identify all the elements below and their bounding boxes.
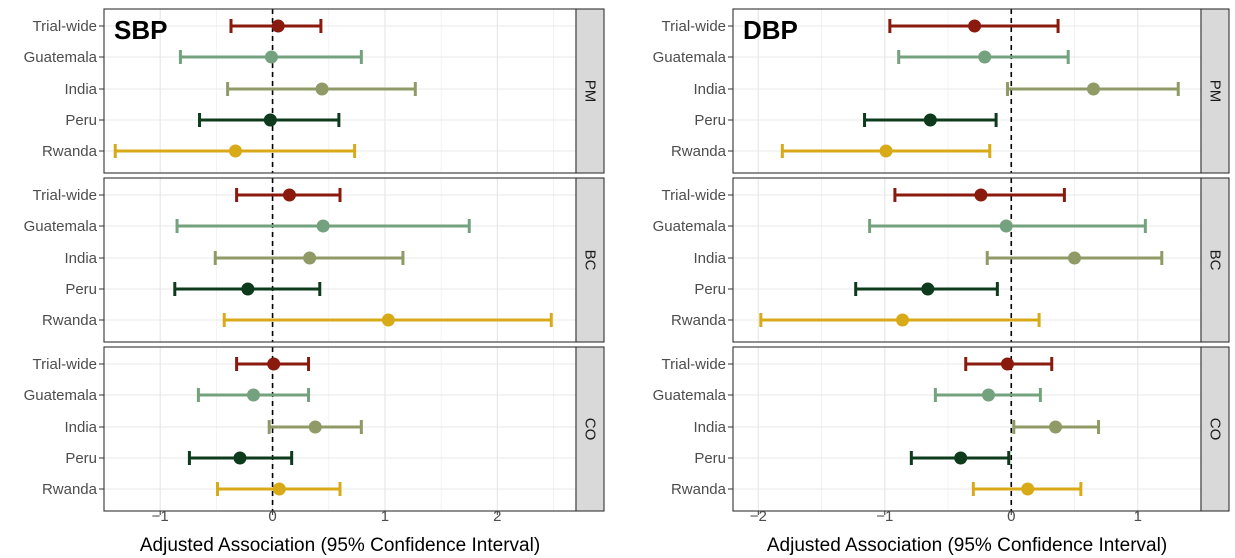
estimate-point [1068,251,1082,265]
estimate-point [974,188,988,202]
facet-strip [1200,346,1230,512]
category-label: India [64,81,97,98]
category-label: Rwanda [42,143,98,160]
facet-panel-bc: Trial-wide Guatemala India Peru Rwanda BC [653,177,1230,343]
category-label: India [693,250,726,267]
category-label: Trial-wide [662,356,726,373]
category-label: India [693,419,726,436]
estimate-point [921,282,935,296]
category-label: Trial-wide [33,18,97,35]
estimate-point [264,50,278,64]
facet-strip [575,177,605,343]
x-tick-label: 0 [268,508,276,525]
category-label: Guatemala [653,218,727,235]
estimate-point [241,282,255,296]
category-label: Rwanda [671,312,727,329]
x-axis-title: Adjusted Association (95% Confidence Int… [767,535,1167,556]
facet-panel-pm: Trial-wide Guatemala India Peru Rwanda PM [24,8,605,174]
category-label: Peru [694,450,726,467]
chart-sbp: Trial-wideGuatemalaIndiaPeruRwandaPMTria… [24,8,605,556]
x-tick-label: 0 [1007,508,1015,525]
chart-title: SBP [114,15,167,45]
facet-strip-label: PM [1207,80,1224,103]
panel-background [104,178,576,342]
facet-strip-label: CO [582,418,599,441]
panel-background [104,9,576,173]
x-tick-label: −2 [750,508,767,525]
category-label: Peru [694,281,726,298]
facet-strip-label: BC [582,250,599,271]
category-label: Trial-wide [33,187,97,204]
estimate-point [978,50,992,64]
category-label: Guatemala [24,49,98,66]
facet-panel-co: Trial-wide Guatemala India Peru Rwanda CO [653,346,1230,512]
panel-background [733,9,1201,173]
facet-strip-label: BC [1207,250,1224,271]
estimate-point [999,219,1013,233]
category-label: Rwanda [671,143,727,160]
category-label: Guatemala [653,387,727,404]
estimate-point [267,357,281,371]
estimate-point [282,188,296,202]
facet-strip-label: CO [1207,418,1224,441]
estimate-point [316,219,330,233]
estimate-point [968,19,982,33]
facet-panel-co: Trial-wide Guatemala India Peru Rwanda CO [24,346,605,512]
x-tick-label: −1 [152,508,169,525]
category-label: Trial-wide [662,18,726,35]
category-label: Peru [65,450,97,467]
estimate-point [1049,420,1063,434]
facet-strip [575,346,605,512]
category-label: Rwanda [671,481,727,498]
estimate-point [233,451,247,465]
estimate-point [246,388,260,402]
estimate-point [1000,357,1014,371]
category-label: Peru [694,112,726,129]
estimate-point [381,313,395,327]
estimate-point [879,144,893,158]
category-label: Rwanda [42,481,98,498]
estimate-point [228,144,242,158]
estimate-point [895,313,909,327]
facet-panel-pm: Trial-wide Guatemala India Peru Rwanda PM [653,8,1230,174]
category-label: Peru [65,112,97,129]
facet-panel-bc: Trial-wide Guatemala India Peru Rwanda BC [24,177,605,343]
category-label: India [693,81,726,98]
estimate-point [303,251,317,265]
category-label: India [64,419,97,436]
estimate-point [271,19,285,33]
category-label: Rwanda [42,312,98,329]
x-tick-label: 1 [1134,508,1142,525]
estimate-point [982,388,996,402]
category-label: India [64,250,97,267]
facet-strip [575,8,605,174]
chart-title: DBP [743,15,798,45]
estimate-point [954,451,968,465]
category-label: Trial-wide [33,356,97,373]
facet-strip-label: PM [582,80,599,103]
estimate-point [923,113,937,127]
estimate-point [1021,482,1035,496]
category-label: Trial-wide [662,187,726,204]
x-tick-label: 2 [493,508,501,525]
estimate-point [263,113,277,127]
x-axis-title: Adjusted Association (95% Confidence Int… [140,535,540,556]
x-tick-label: −1 [876,508,893,525]
category-label: Guatemala [24,218,98,235]
category-label: Guatemala [653,49,727,66]
facet-strip [1200,177,1230,343]
category-label: Peru [65,281,97,298]
category-label: Guatemala [24,387,98,404]
estimate-point [308,420,322,434]
facet-strip [1200,8,1230,174]
estimate-point [315,82,329,96]
estimate-point [1086,82,1100,96]
x-tick-label: 1 [381,508,389,525]
panel-background [733,178,1201,342]
estimate-point [272,482,286,496]
chart-dbp: Trial-wideGuatemalaIndiaPeruRwandaPMTria… [653,8,1230,556]
panel-background [733,347,1201,511]
